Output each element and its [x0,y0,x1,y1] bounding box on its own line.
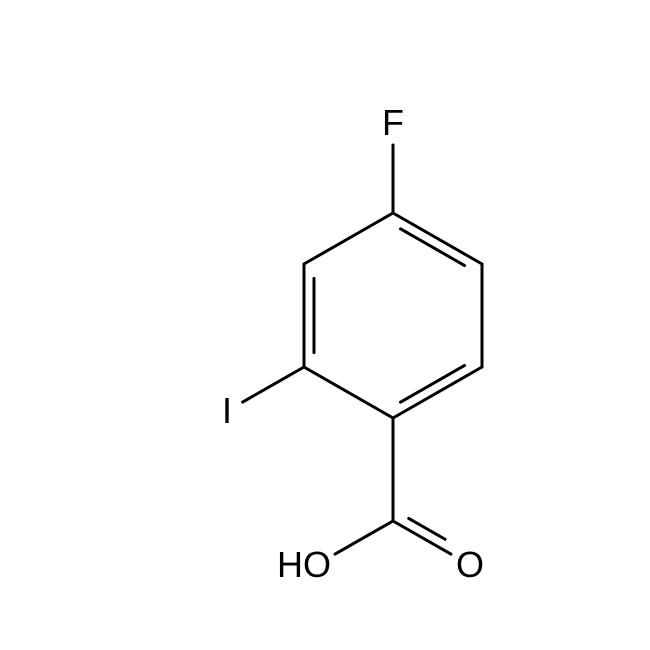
iodine-label: I [222,390,232,432]
oxygen-double-label: O [456,544,484,586]
structure-canvas: F I O HO [0,0,650,650]
fluorine-label: F [382,102,404,144]
hydroxyl-label: HO [277,544,331,586]
